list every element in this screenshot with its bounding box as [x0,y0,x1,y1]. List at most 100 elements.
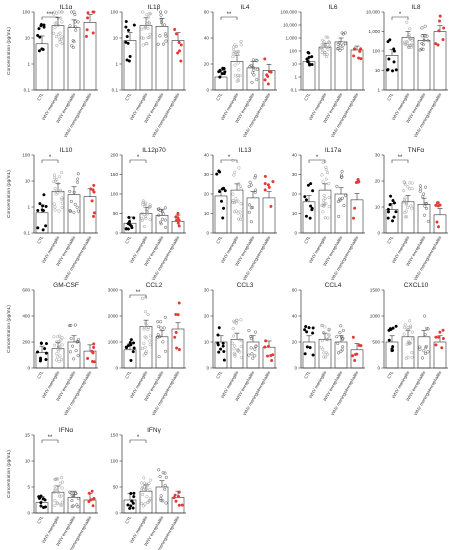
data-point [343,193,348,198]
y-tick-label: 20 [292,340,298,345]
data-point [304,198,308,202]
data-point [176,51,180,55]
data-point [73,20,77,24]
data-point [54,477,58,481]
data-point [159,20,164,24]
data-point [232,210,237,214]
data-point [327,44,332,49]
data-point [177,224,181,228]
data-point [161,340,165,344]
data-point [71,45,75,49]
data-point [265,354,270,358]
data-point [409,37,413,41]
data-point [403,215,407,219]
data-point [58,334,62,338]
data-point [403,323,407,327]
data-point [43,347,47,351]
data-point [216,333,220,337]
data-point [76,20,80,24]
data-point [144,487,149,491]
data-point [390,69,395,73]
data-point [357,180,361,184]
y-tick-label: 20 [204,62,210,67]
data-point [57,359,61,363]
data-point [173,493,177,497]
data-point [140,346,145,351]
y-tick-label: 40 [292,314,298,319]
data-point [70,505,74,509]
data-point [247,353,251,357]
data-point [327,205,331,209]
data-point [179,59,183,63]
data-point [322,201,326,205]
data-point [222,349,226,354]
panel-title: IL4 [240,4,249,11]
data-point [247,328,251,333]
data-point [90,349,94,353]
data-point [388,38,392,42]
data-point [132,341,136,345]
data-point [141,36,146,40]
data-point [148,203,152,207]
data-point [129,343,133,347]
data-point [351,335,355,339]
data-point [403,196,407,200]
data-point [142,341,146,345]
data-point [321,347,325,351]
data-point [160,217,164,221]
data-point [423,314,427,318]
significance-bracket [41,439,59,443]
data-point [386,68,390,72]
data-point [92,342,96,346]
data-point [177,40,181,44]
data-point [325,171,330,175]
data-point [162,326,166,330]
data-point [263,182,267,186]
data-point [426,219,430,223]
data-point [148,204,152,209]
data-point [325,53,329,57]
data-point [406,325,410,329]
data-point [57,33,61,37]
y-tick-label: 0 [294,366,297,371]
data-point [438,330,442,334]
data-point [392,215,396,219]
data-point [403,40,407,44]
data-point [89,187,93,191]
data-point [388,194,393,198]
y-tick-label: 400 [22,314,30,319]
data-point [266,82,270,86]
significance-bracket [308,159,326,163]
data-point [236,199,240,203]
data-point [327,40,331,44]
significance-bracket [391,159,409,163]
data-point [406,328,410,332]
data-point [174,32,179,36]
data-point [340,46,344,50]
data-point [324,202,328,206]
data-point [68,324,72,328]
data-point [76,338,80,342]
data-point [319,345,323,349]
data-point [38,356,43,360]
data-point [408,187,412,191]
data-point [254,174,258,178]
data-point [147,326,151,330]
y-axis-label: Concentration (pg/mL) [6,305,12,353]
data-point [161,42,166,46]
y-tick-label: 100 [22,153,30,158]
data-point [424,206,429,210]
data-point [54,358,58,362]
data-point [44,342,49,346]
data-point [230,341,235,345]
data-point [353,206,357,210]
data-point [148,334,152,338]
data-point [147,21,151,25]
data-point [56,340,61,344]
data-point [179,43,183,47]
category-label: CTL [124,369,133,379]
data-point [37,27,41,31]
data-point [55,501,59,505]
y-tick-label: 20 [204,192,210,197]
